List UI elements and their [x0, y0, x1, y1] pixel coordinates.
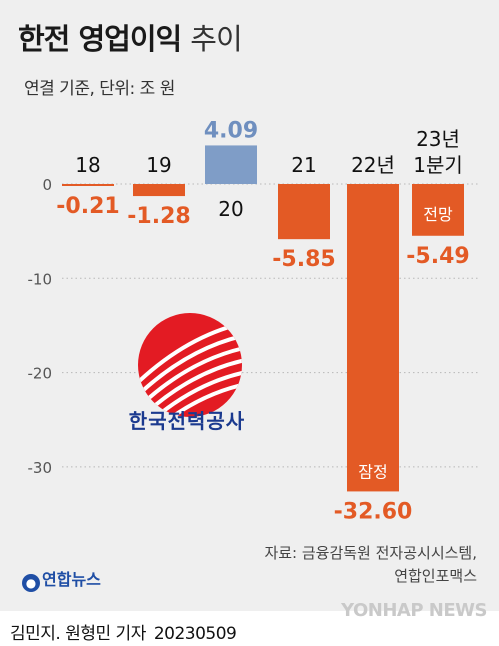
- data-label: 4.09: [204, 118, 258, 143]
- data-label: -5.85: [272, 247, 335, 272]
- x-tick-label: 20: [218, 197, 243, 221]
- y-tick-label: -20: [28, 365, 53, 383]
- yonhap-watermark: YONHAP NEWS: [341, 600, 487, 621]
- bar: [412, 184, 464, 236]
- bar-chart: 0 -10 -20 -30 18 -0.21 19 -1.28 20 4.09 21 -5.85 22년…: [28, 118, 480, 524]
- y-tick-label: -10: [28, 270, 53, 288]
- chart-title-bold: 한전 영업이익: [18, 22, 182, 56]
- yonhap-logo: ● 연합뉴스: [22, 566, 101, 592]
- x-tick-label: 18: [75, 153, 100, 177]
- data-label: -1.28: [127, 204, 190, 229]
- source-line-2: 연합인포맥스: [394, 567, 477, 585]
- infographic-card: [0, 0, 499, 611]
- bar: [278, 184, 330, 240]
- kepco-logo-text: 한국전력공사: [128, 409, 246, 433]
- byline-authors: 김민지. 원형민 기자: [10, 624, 146, 644]
- x-tick-label: 23년: [416, 127, 460, 151]
- x-tick-label: 1분기: [413, 153, 463, 177]
- x-tick-label: 22년: [351, 153, 395, 177]
- chart-subtitle: 연결 기준, 단위: 조 원: [24, 79, 175, 99]
- bar: [62, 184, 114, 186]
- source-note: 자료: 금융감독원 전자공시시스템, 연합인포맥스: [264, 542, 477, 588]
- bar: [205, 145, 257, 184]
- data-label: -0.21: [56, 194, 119, 219]
- bar-note: 전망: [423, 205, 453, 224]
- chart-title-light: 추이: [190, 22, 242, 56]
- x-tick-label: 19: [146, 153, 171, 177]
- data-label: -5.49: [406, 244, 469, 269]
- kepco-logo-icon: [138, 313, 242, 417]
- yonhap-logo-text: 연합뉴스: [42, 570, 101, 589]
- y-tick-label: 0: [42, 176, 52, 194]
- source-line-1: 자료: 금융감독원 전자공시시스템,: [264, 544, 477, 562]
- bar: [133, 184, 185, 197]
- x-tick-label: 21: [291, 153, 316, 177]
- bar-note: 잠정: [358, 462, 387, 481]
- y-tick-label: -30: [28, 459, 53, 477]
- data-label: -32.60: [334, 499, 413, 524]
- chart-title: 한전 영업이익 추이: [18, 16, 243, 58]
- byline-date: 20230509: [153, 624, 237, 644]
- bar: [347, 184, 399, 492]
- yonhap-mark-icon: ●: [22, 574, 40, 592]
- byline: 김민지. 원형민 기자 20230509: [10, 619, 237, 644]
